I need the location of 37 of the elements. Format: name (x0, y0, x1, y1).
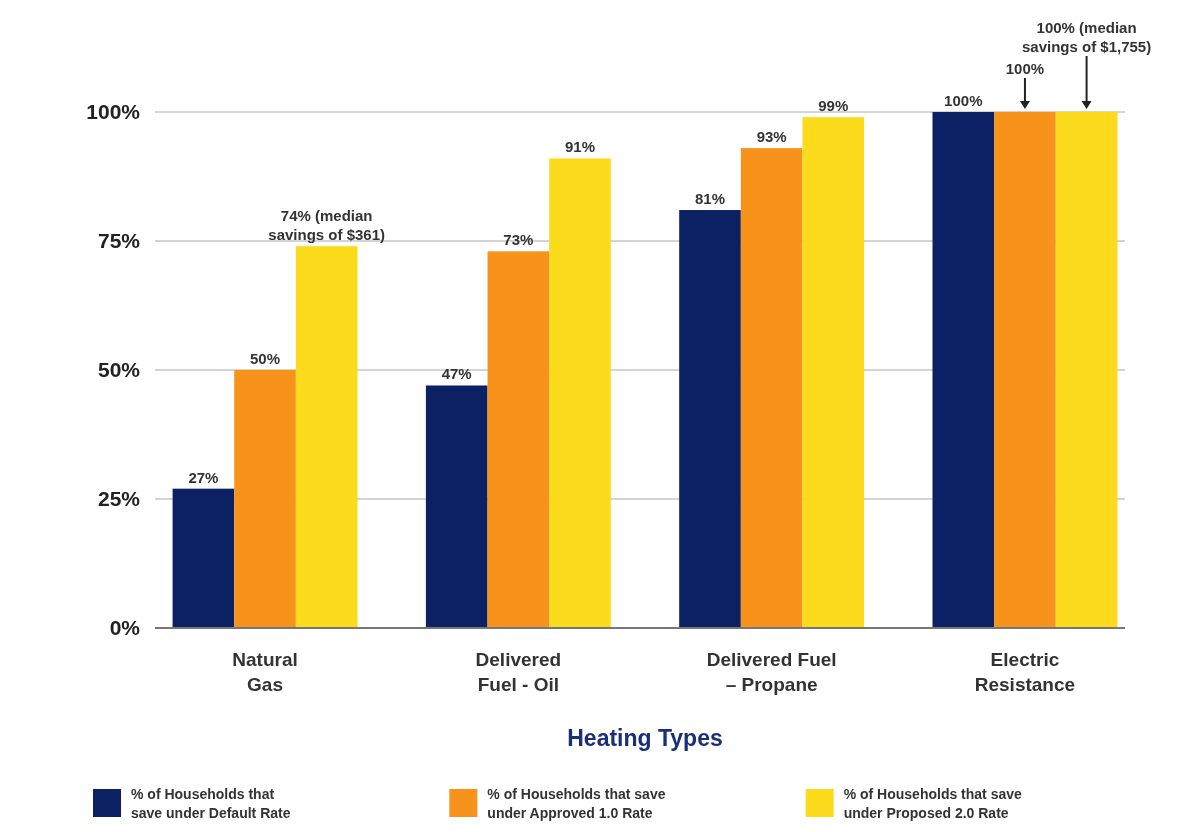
bar (425, 385, 488, 628)
y-tick-label: 0% (109, 616, 141, 640)
bar (1055, 112, 1118, 628)
y-tick-label: 50% (97, 358, 141, 382)
bar (487, 251, 550, 628)
data-label: 93% (756, 128, 787, 146)
x-tick-label: Delivered Fuel - Oil (475, 649, 562, 695)
bar (295, 246, 358, 628)
bar (234, 370, 296, 628)
data-label: 100% (944, 92, 983, 109)
bar (549, 158, 611, 628)
bar (994, 112, 1056, 628)
bar (802, 117, 865, 628)
data-label: 81% (695, 190, 726, 208)
bar (172, 488, 235, 628)
x-tick-label: Natural Gas (232, 649, 298, 695)
data-label: 47% (441, 365, 472, 383)
y-tick-label: 25% (97, 487, 141, 511)
bar (932, 112, 995, 628)
legend-label: % of Households that save under Approved 1.0 Rate (487, 786, 666, 821)
y-tick-label: 100% (86, 100, 141, 124)
y-tick-label: 75% (97, 229, 141, 253)
x-tick-label: Electric Resistance (974, 649, 1076, 695)
data-label: 73% (503, 231, 534, 249)
data-label: 74% (median savings of $361) (268, 207, 386, 244)
data-label: 99% (818, 97, 849, 115)
data-label: 50% (250, 350, 281, 367)
data-label: 91% (564, 138, 595, 156)
x-axis-title: Heating Types (567, 725, 723, 751)
data-label: 100% (1005, 60, 1045, 77)
data-label: 27% (188, 468, 219, 486)
x-tick-label: Delivered Fuel – Propane (706, 649, 837, 695)
bar (740, 148, 803, 628)
data-label: 100% (median savings of $1,755) (1021, 19, 1152, 55)
legend-label: % of Households that save under Proposed 2.0 Rate (843, 786, 1023, 821)
bar (679, 210, 741, 628)
legend-label: % of Households that save under Default Rate (131, 786, 291, 821)
